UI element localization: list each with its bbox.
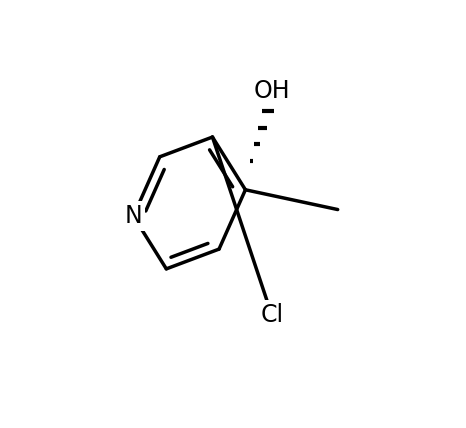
Text: Cl: Cl xyxy=(260,303,283,327)
Text: N: N xyxy=(124,204,142,228)
Text: OH: OH xyxy=(254,79,290,103)
